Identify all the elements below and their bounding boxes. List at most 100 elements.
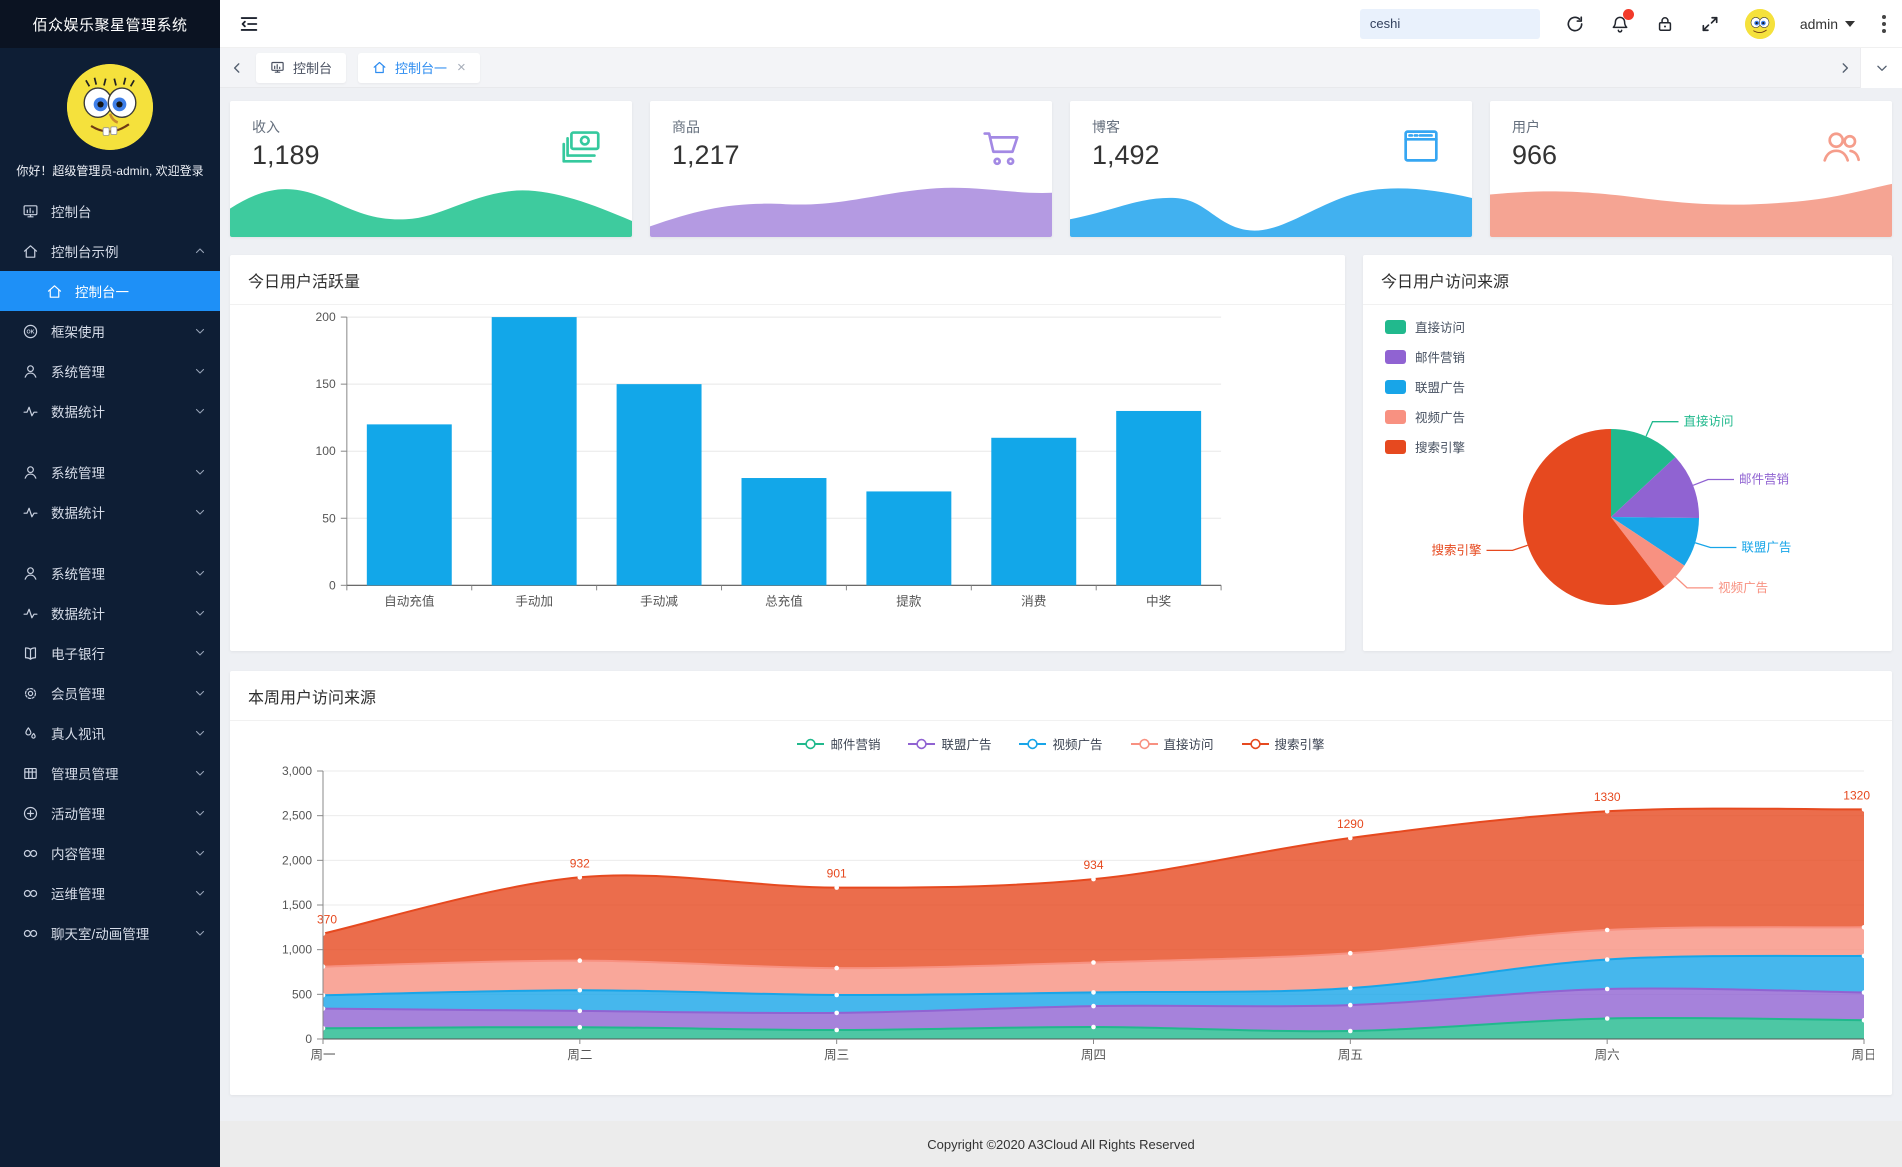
user-icon xyxy=(22,363,39,380)
sidebar-item-console-demo[interactable]: 控制台示例 xyxy=(0,231,220,271)
home-icon xyxy=(22,243,39,260)
sidebar-item-label: 电子银行 xyxy=(51,647,105,662)
chevron-down-icon xyxy=(194,727,206,739)
chevron-up-icon xyxy=(194,245,206,257)
app-title: 佰众娱乐聚星管理系统 xyxy=(0,0,220,48)
svg-text:邮件营销: 邮件营销 xyxy=(1739,473,1789,487)
legend-item[interactable]: 搜索引擎 xyxy=(1385,437,1465,456)
kebab-menu-icon[interactable] xyxy=(1880,13,1888,35)
home-icon xyxy=(46,283,63,300)
sidebar-item-framework-usage[interactable]: OK 框架使用 xyxy=(0,311,220,351)
legend-label: 搜索引擎 xyxy=(1415,441,1466,455)
sidebar-item-activity-mgmt[interactable]: 活动管理 xyxy=(0,793,220,833)
avatar[interactable] xyxy=(67,64,153,150)
tab-console-one[interactable]: 控制台一 × xyxy=(358,52,480,83)
sidebar-item-data-stats-3[interactable]: 数据统计 xyxy=(0,593,220,633)
sidebar-item-e-bank[interactable]: 电子银行 xyxy=(0,633,220,673)
sidebar-item-content-mgmt[interactable]: 内容管理 xyxy=(0,833,220,873)
legend-item[interactable]: 联盟广告 xyxy=(1385,377,1465,396)
sidebar-item-label: 数据统计 xyxy=(51,405,105,420)
svg-text:周四: 周四 xyxy=(1081,1048,1106,1062)
sidebar-item-data-stats-1[interactable]: 数据统计 xyxy=(0,391,220,431)
bar-chart: 0 50 100 150 200 自动充值 手动加 手动减 总充值 提款 消费 中奖 xyxy=(230,305,1345,618)
svg-text:总充值: 总充值 xyxy=(765,593,803,608)
legend-item[interactable]: 联盟广告 xyxy=(908,734,991,753)
stat-card-2: 博客 1,492 xyxy=(1070,101,1472,237)
legend-swatch xyxy=(1385,319,1406,334)
chevron-down-icon xyxy=(194,466,206,478)
main-content: 收入 1,189 商品 1,217 博客 1,492 用户 966 今日用户活跃量 0 50 10… xyxy=(220,88,1902,1121)
search-input[interactable] xyxy=(1359,8,1540,39)
sidebar-item-chatroom-anim-mgmt[interactable]: 聊天室/动画管理 xyxy=(0,913,220,953)
gear-icon xyxy=(22,685,39,702)
chevron-down-icon xyxy=(194,807,206,819)
legend-label: 直接访问 xyxy=(1415,321,1466,335)
chevron-down-icon xyxy=(194,506,206,518)
legend-marker xyxy=(1241,738,1269,749)
tab-label: 控制台一 xyxy=(395,61,448,76)
tabs-scroll-right-icon[interactable] xyxy=(1838,61,1852,75)
sidebar-item-admin-mgmt[interactable]: 管理员管理 xyxy=(0,753,220,793)
sidebar-item-console-one[interactable]: 控制台一 xyxy=(0,271,220,311)
refresh-icon[interactable] xyxy=(1565,14,1585,34)
chevron-down-icon xyxy=(194,325,206,337)
legend-item[interactable]: 视频广告 xyxy=(1385,407,1465,426)
profile-section: 你好！超级管理员-admin, 欢迎登录 xyxy=(0,48,220,189)
svg-text:自动充值: 自动充值 xyxy=(384,593,435,608)
top-header: admin xyxy=(220,0,1902,48)
sidebar-item-live-video[interactable]: 真人视讯 xyxy=(0,713,220,753)
collapse-sidebar-icon[interactable] xyxy=(238,13,260,35)
legend-marker xyxy=(797,738,825,749)
stat-card-value: 1,492 xyxy=(1092,140,1160,170)
tab-bar: 控制台 控制台一 × xyxy=(220,47,1902,88)
sidebar-item-label: 管理员管理 xyxy=(51,767,119,782)
svg-text:200: 200 xyxy=(316,310,336,324)
sidebar-item-member-mgmt[interactable]: 会员管理 xyxy=(0,673,220,713)
spongebob-avatar-image xyxy=(67,64,153,150)
legend-item[interactable]: 搜索引擎 xyxy=(1241,734,1325,753)
sidebar-item-label: 控制台 xyxy=(51,205,92,220)
area-chart-legend: 邮件营销 联盟广告 视频广告 直接访问 搜索引擎 xyxy=(230,721,1892,753)
sidebar-item-label: 系统管理 xyxy=(51,365,105,380)
svg-text:2,000: 2,000 xyxy=(282,853,312,867)
user-avatar[interactable] xyxy=(1744,8,1775,39)
sidebar-item-data-stats-2[interactable]: 数据统计 xyxy=(0,492,220,532)
user-icon xyxy=(22,464,39,481)
legend-item[interactable]: 视频广告 xyxy=(1019,734,1103,753)
legend-item[interactable]: 直接访问 xyxy=(1130,734,1214,753)
svg-text:1330: 1330 xyxy=(1594,790,1621,804)
tabs-scroll-left-icon[interactable] xyxy=(230,61,244,75)
svg-text:1,000: 1,000 xyxy=(282,943,312,957)
legend-item[interactable]: 邮件营销 xyxy=(1385,347,1465,366)
sidebar-item-label: 数据统计 xyxy=(51,506,105,521)
fullscreen-icon[interactable] xyxy=(1700,14,1720,34)
sidebar-item-system-mgmt-1[interactable]: 系统管理 xyxy=(0,351,220,391)
svg-text:OK: OK xyxy=(27,329,35,335)
legend-item[interactable]: 邮件营销 xyxy=(797,734,880,753)
sidebar-item-system-mgmt-2[interactable]: 系统管理 xyxy=(0,452,220,492)
sidebar-item-label: 聊天室/动画管理 xyxy=(51,927,150,942)
legend-swatch xyxy=(1385,409,1406,424)
sidebar-item-system-mgmt-3[interactable]: 系统管理 xyxy=(0,553,220,593)
header-actions: admin xyxy=(1359,8,1888,39)
pie-chart-panel: 今日用户访问来源 直接访问 邮件营销 联盟广告 视频广告 搜索引擎 直接访问 邮件营销 联盟… xyxy=(1363,255,1892,651)
lock-icon[interactable] xyxy=(1655,14,1675,34)
legend-item[interactable]: 直接访问 xyxy=(1385,317,1465,336)
footer: Copyright ©2020 A3Cloud All Rights Reser… xyxy=(220,1121,1902,1167)
sidebar-item-ops-mgmt[interactable]: 运维管理 xyxy=(0,873,220,913)
bell-icon[interactable] xyxy=(1610,8,1634,34)
legend-label: 联盟广告 xyxy=(941,738,992,752)
stat-card-label: 收入 xyxy=(252,119,280,135)
tab-console[interactable]: 控制台 xyxy=(256,52,347,83)
svg-text:周日: 周日 xyxy=(1851,1048,1874,1062)
sidebar-item-label: 活动管理 xyxy=(51,807,105,822)
close-icon[interactable]: × xyxy=(457,59,466,76)
pie-legend: 直接访问邮件营销联盟广告视频广告搜索引擎 xyxy=(1385,317,1465,467)
user-menu[interactable]: admin xyxy=(1800,16,1855,32)
svg-text:500: 500 xyxy=(292,987,312,1001)
svg-text:1290: 1290 xyxy=(1337,817,1364,831)
tabs-dropdown-icon[interactable] xyxy=(1860,47,1902,88)
cart-icon xyxy=(978,123,1024,169)
sidebar-item-console[interactable]: 控制台 xyxy=(0,191,220,231)
legend-label: 视频广告 xyxy=(1052,738,1103,752)
